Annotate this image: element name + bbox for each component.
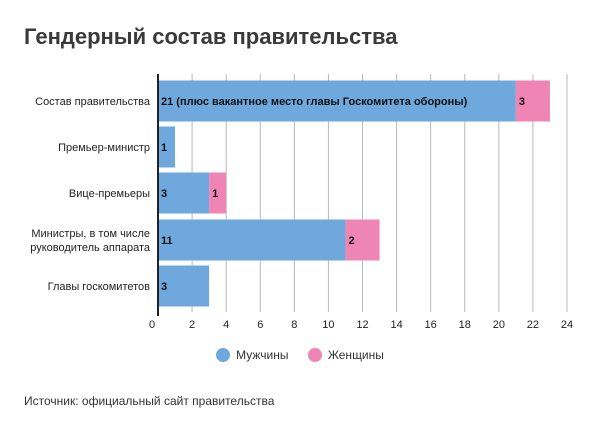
x-tick-label: 24 (561, 319, 573, 331)
data-label: 1 (161, 142, 167, 154)
x-tick-label: 10 (322, 319, 334, 331)
data-label: 2 (348, 235, 354, 247)
x-tick-label: 16 (425, 319, 437, 331)
bar-men (158, 80, 516, 122)
bar-men (158, 219, 346, 261)
legend-marker-men (216, 348, 231, 362)
x-tick-label: 14 (390, 319, 402, 331)
chart-title: Гендерный состав правительства (24, 24, 398, 49)
legend-item-men: Мужчины (216, 348, 288, 362)
source-note: Источник: официальный сайт правительства (24, 394, 275, 408)
bar-men (158, 172, 210, 214)
bar-women (209, 172, 227, 214)
data-label: 11 (161, 235, 173, 247)
bar-men (158, 265, 210, 307)
legend-marker-women (307, 348, 322, 362)
category-label: Премьер-министр (58, 142, 150, 154)
data-label: 21 (плюс вакантное место главы Госкомите… (161, 96, 468, 108)
category-label: руководитель аппарата (30, 242, 151, 254)
x-tick-label: 2 (189, 319, 195, 331)
x-tick-label: 6 (257, 319, 263, 331)
bar-women (515, 80, 550, 122)
category-label: Вице-премьеры (69, 188, 150, 200)
legend: Мужчины Женщины (0, 348, 600, 365)
bar-men (158, 126, 176, 168)
x-tick-label: 22 (527, 319, 539, 331)
category-label: Министры, в том числе (31, 228, 150, 240)
data-label: 3 (519, 96, 525, 108)
x-tick-label: 0 (149, 319, 155, 331)
data-label: 3 (161, 188, 167, 200)
x-tick-label: 8 (291, 319, 297, 331)
bar-women (345, 219, 380, 261)
legend-label-women: Женщины (327, 348, 384, 362)
bar-chart: 21 (плюс вакантное место главы Госкомите… (30, 74, 573, 331)
x-tick-label: 20 (493, 319, 505, 331)
data-label: 1 (212, 188, 218, 200)
legend-label-men: Мужчины (236, 348, 289, 362)
x-tick-label: 18 (459, 319, 471, 331)
category-label: Состав правительства (35, 96, 151, 108)
legend-item-women: Женщины (307, 348, 384, 362)
data-label: 3 (161, 281, 167, 293)
x-tick-label: 12 (356, 319, 368, 331)
x-tick-label: 4 (223, 319, 229, 331)
category-label: Главы госкомитетов (48, 281, 151, 293)
